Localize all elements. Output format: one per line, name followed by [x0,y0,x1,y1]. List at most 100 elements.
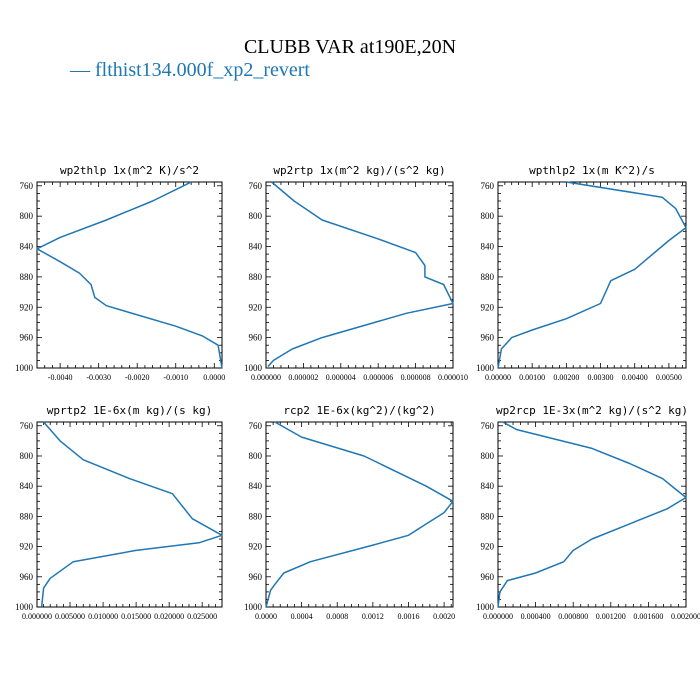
y-tick-label: 760 [20,181,34,191]
subplot-title: wprtp2 1E-6x(m kg)/(s kg) [47,404,213,417]
x-tick-label: 0.0008 [326,612,348,621]
legend: — flthist134.000f_xp2_revert [70,59,310,82]
y-tick-label: 960 [481,572,495,582]
y-tick-label: 840 [481,242,495,252]
x-tick-label: -0.0040 [48,373,73,382]
y-tick-label: 840 [249,481,263,491]
subplot-2: wp2rtp 1x(m^2 kg)/(s^2 kg) 760 800 840 880 92… [244,164,468,382]
x-tick-label: 0.025000 [187,612,217,621]
y-tick-label: 760 [20,421,34,431]
legend-label: flthist134.000f_xp2_revert [95,59,310,81]
y-tick-label: 1000 [244,363,263,373]
x-tick-label: 0.00200 [553,373,579,382]
subplot-title: rcp2 1E-6x(kg^2)/(kg^2) [283,404,435,417]
y-tick-label: 800 [481,211,495,221]
y-tick-label: 840 [249,242,263,252]
y-tick-label: 840 [481,481,495,491]
y-tick-label: 800 [481,451,495,461]
y-tick-label: 880 [20,511,34,521]
subplot-title: wp2rcp 1E-3x(m^2 kg)/(s^2 kg) [496,404,688,417]
subplot-1: wp2thlp 1x(m^2 K)/s^2 760 800 840 880 920 960 1… [15,164,225,382]
y-tick-label: 800 [249,451,263,461]
x-tick-label: 0.0020 [433,612,455,621]
x-tick-label: 0.00500 [656,373,682,382]
series-line [497,421,687,608]
series-line [36,181,223,369]
x-tick-label: 0.015000 [121,612,151,621]
x-tick-label: 0.0016 [397,612,419,621]
x-tick-label: 0.000000 [251,373,281,382]
x-tick-label: 0.000400 [521,612,551,621]
x-tick-label: -0.0030 [86,373,111,382]
figure-title: CLUBB VAR at190E,20N [243,36,457,58]
subplot-title: wpthlp2 1x(m K^2)/s [529,164,655,177]
x-tick-label: 0.000004 [326,373,356,382]
plot-frame [265,181,454,369]
x-tick-label: -0.0020 [125,373,150,382]
x-tick-label: 0.001600 [633,612,663,621]
x-tick-label: 0.000002 [288,373,318,382]
y-tick-label: 1000 [476,602,495,612]
x-tick-label: 0.010000 [88,612,118,621]
x-tick-label: 0.005000 [55,612,85,621]
y-tick-label: 1000 [476,363,495,373]
y-tick-label: 840 [20,481,34,491]
x-tick-label: 0.00100 [519,373,545,382]
x-tick-label: 0.020000 [154,612,184,621]
y-tick-label: 880 [481,272,495,282]
legend-line-marker: — [70,59,90,81]
x-tick-label: 0.000000 [22,612,52,621]
x-tick-label: 0.000000 [483,612,513,621]
x-tick-label: -0.0010 [163,373,188,382]
series-line [267,181,454,368]
x-tick-label: 0.000008 [401,373,431,382]
subplot-title: wp2rtp 1x(m^2 kg)/(s^2 kg) [273,164,445,177]
y-tick-label: 920 [20,302,34,312]
y-tick-label: 880 [481,511,495,521]
series-line [40,421,223,608]
plot-frame [36,421,223,608]
y-tick-label: 960 [249,572,263,582]
y-tick-label: 920 [481,302,495,312]
y-tick-label: 840 [20,242,34,252]
plot-frame [265,421,454,608]
series-line [265,421,454,608]
y-tick-label: 920 [249,542,263,552]
subplot-3: wpthlp2 1x(m K^2)/s 760 800 840 880 920 960 100… [476,164,687,382]
subplot-6: wp2rcp 1E-3x(m^2 kg)/(s^2 kg)760 800 840 88… [476,404,700,621]
x-tick-label: 0.00000 [485,373,511,382]
x-tick-label: 0.0000 [203,373,225,382]
x-tick-label: 0.000010 [438,373,468,382]
y-tick-label: 960 [20,333,34,343]
x-tick-label: 0.000006 [363,373,393,382]
y-tick-label: 800 [20,451,34,461]
plot-frame [497,421,687,608]
x-tick-label: 0.000800 [558,612,588,621]
subplot-5: rcp2 1E-6x(kg^2)/(kg^2) 760 800 840 880 920 96… [244,404,455,621]
x-tick-label: 0.0012 [362,612,384,621]
y-tick-label: 1000 [15,363,34,373]
y-tick-label: 920 [249,302,263,312]
y-tick-label: 960 [249,333,263,343]
x-tick-label: 0.001200 [596,612,626,621]
y-tick-label: 760 [249,421,263,431]
y-tick-label: 1000 [15,602,34,612]
subplot-title: wp2thlp 1x(m^2 K)/s^2 [60,164,199,177]
y-tick-label: 960 [20,572,34,582]
y-tick-label: 960 [481,333,495,343]
x-tick-label: 0.0000 [255,612,277,621]
y-tick-label: 920 [481,542,495,552]
y-tick-label: 800 [249,211,263,221]
x-tick-label: 0.00300 [588,373,614,382]
y-tick-label: 880 [20,272,34,282]
y-tick-label: 880 [249,511,263,521]
y-tick-label: 800 [20,211,34,221]
plot-frame [497,181,687,369]
x-tick-label: 0.00400 [622,373,648,382]
y-tick-label: 880 [249,272,263,282]
x-tick-label: 0.0004 [291,612,313,621]
subplot-4: wprtp2 1E-6x(m kg)/(s kg) 760 800 840 880 920… [15,404,223,621]
y-tick-label: 760 [481,421,495,431]
y-tick-label: 760 [481,181,495,191]
